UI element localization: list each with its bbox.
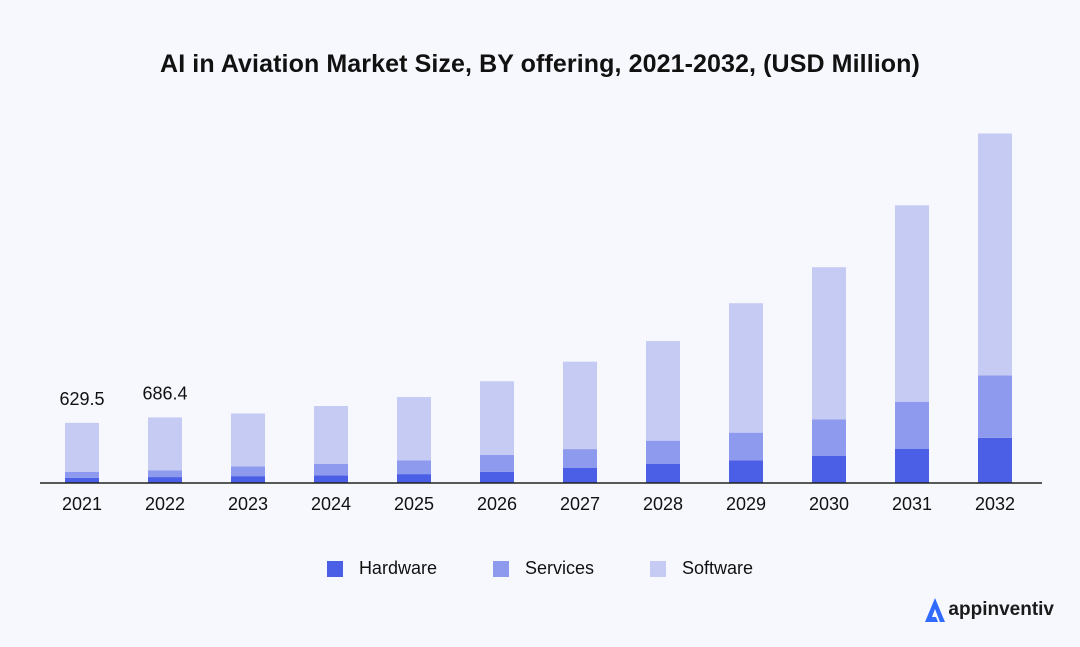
bar-hardware-2024 — [314, 475, 348, 483]
legend-swatch-software — [650, 560, 666, 577]
legend-item-services[interactable]: Services — [492, 558, 594, 579]
bar-hardware-2027 — [563, 468, 597, 483]
bar-software-2021 — [65, 422, 99, 472]
bar-software-2028 — [646, 341, 680, 441]
bar-services-2026 — [480, 454, 514, 472]
brand-logo: appinventiv — [924, 597, 1054, 623]
brand-name: appinventiv — [948, 599, 1054, 620]
bar-services-2032 — [978, 375, 1012, 438]
bar-hardware-2023 — [231, 476, 265, 483]
x-tick-label-2024: 2024 — [311, 494, 351, 514]
bar-hardware-2032 — [978, 437, 1012, 483]
bar-software-2026 — [480, 381, 514, 455]
legend-swatch-services — [492, 560, 509, 577]
bar-software-2031 — [895, 205, 929, 402]
bar-hardware-2021 — [65, 477, 99, 483]
bar-software-2027 — [563, 361, 597, 450]
x-tick-label-2023: 2023 — [228, 494, 268, 514]
legend-item-hardware[interactable]: Hardware — [326, 558, 437, 579]
bar-services-2023 — [231, 466, 265, 477]
bar-services-2028 — [646, 440, 680, 464]
x-tick-label-2027: 2027 — [560, 494, 600, 514]
bar-hardware-2026 — [480, 471, 514, 483]
bar-services-2021 — [65, 471, 99, 478]
legend-label-services: Services — [524, 558, 594, 578]
x-tick-label-2025: 2025 — [394, 494, 434, 514]
legend-label-hardware: Hardware — [358, 558, 437, 578]
bar-software-2029 — [729, 303, 763, 433]
legend-swatch-hardware — [326, 560, 343, 577]
bar-services-2029 — [729, 432, 763, 461]
x-tick-label-2028: 2028 — [643, 494, 683, 514]
bar-services-2031 — [895, 401, 929, 449]
bar-software-2024 — [314, 406, 348, 464]
bar-hardware-2025 — [397, 474, 431, 483]
data-label-2021: 629.5 — [59, 389, 104, 409]
legend-label-software: Software — [682, 558, 754, 578]
appinventiv-logo-icon — [925, 598, 946, 622]
x-tick-label-2022: 2022 — [145, 494, 185, 514]
x-tick-label-2030: 2030 — [809, 494, 849, 514]
bar-hardware-2022 — [148, 477, 182, 483]
bar-services-2025 — [397, 460, 431, 475]
x-tick-label-2021: 2021 — [62, 494, 102, 514]
chart-title: AI in Aviation Market Size, BY offering,… — [160, 50, 920, 78]
bar-hardware-2028 — [646, 463, 680, 483]
bar-hardware-2031 — [895, 448, 929, 483]
chart-legend: Hardware Services Software — [0, 558, 1080, 579]
bar-software-2032 — [978, 133, 1012, 376]
data-label-2022: 686.4 — [142, 383, 187, 403]
x-tick-label-2031: 2031 — [892, 494, 932, 514]
bar-services-2022 — [148, 470, 182, 478]
bar-services-2027 — [563, 449, 597, 469]
x-tick-label-2026: 2026 — [477, 494, 517, 514]
legend-item-software[interactable]: Software — [650, 558, 753, 579]
bar-software-2023 — [231, 413, 265, 467]
bar-software-2022 — [148, 417, 182, 471]
bar-hardware-2029 — [729, 460, 763, 483]
bar-services-2030 — [812, 419, 846, 456]
bar-services-2024 — [314, 463, 348, 476]
bar-hardware-2030 — [812, 455, 846, 483]
bar-software-2025 — [397, 397, 431, 461]
bar-software-2030 — [812, 267, 846, 420]
x-tick-label-2032: 2032 — [975, 494, 1015, 514]
x-tick-label-2029: 2029 — [726, 494, 766, 514]
